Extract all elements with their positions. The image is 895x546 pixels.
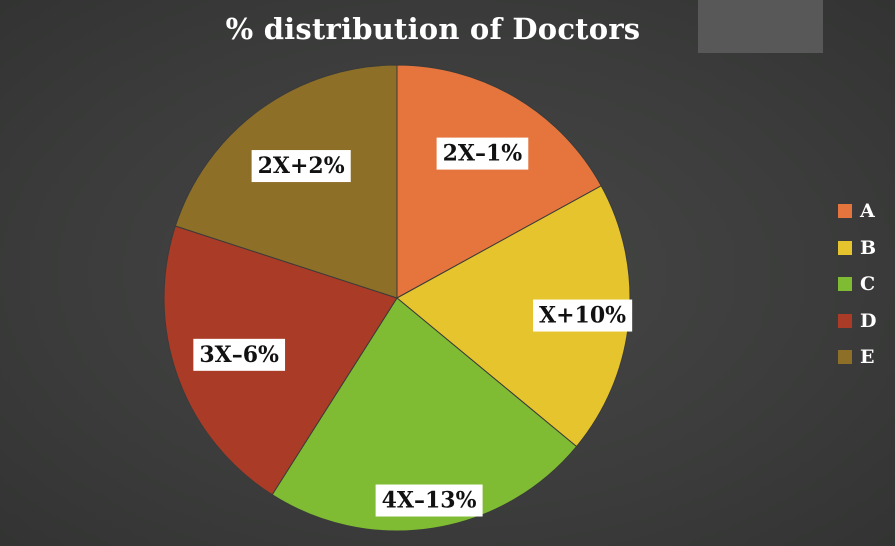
chart-title: % distribution of Doctors bbox=[225, 12, 641, 46]
svg-text:2X–1%: 2X–1% bbox=[443, 141, 523, 167]
data-label-c: 4X–13% bbox=[375, 484, 483, 517]
data-label-e: 2X+2% bbox=[251, 150, 351, 183]
svg-text:3X–6%: 3X–6% bbox=[199, 342, 279, 368]
legend-item-d: D bbox=[838, 310, 876, 332]
overlay-box bbox=[698, 0, 823, 53]
pie-slice-c bbox=[271, 297, 578, 532]
legend-label: D bbox=[860, 309, 877, 332]
data-label-a: 2X–1% bbox=[436, 137, 529, 170]
data-label-d: 3X–6% bbox=[193, 338, 286, 371]
legend-label: C bbox=[860, 273, 876, 295]
svg-text:2X+2%: 2X+2% bbox=[258, 153, 345, 179]
legend-swatch bbox=[838, 240, 852, 255]
data-label-b: X+10% bbox=[533, 299, 633, 332]
pie-slice-a bbox=[396, 64, 602, 299]
legend-label: B bbox=[860, 236, 877, 259]
svg-text:X+10%: X+10% bbox=[539, 303, 626, 329]
svg-text:4X–13%: 4X–13% bbox=[382, 488, 477, 514]
legend-swatch bbox=[838, 313, 852, 328]
legend-item-c: C bbox=[838, 273, 876, 295]
legend-swatch bbox=[838, 277, 852, 291]
legend-swatch bbox=[838, 204, 852, 218]
legend-label: E bbox=[860, 346, 875, 368]
legend-item-b: B bbox=[838, 237, 876, 259]
legend-item-a: A bbox=[838, 200, 876, 222]
legend-swatch bbox=[838, 350, 852, 364]
legend-label: A bbox=[860, 200, 875, 222]
legend-item-e: E bbox=[838, 346, 876, 368]
